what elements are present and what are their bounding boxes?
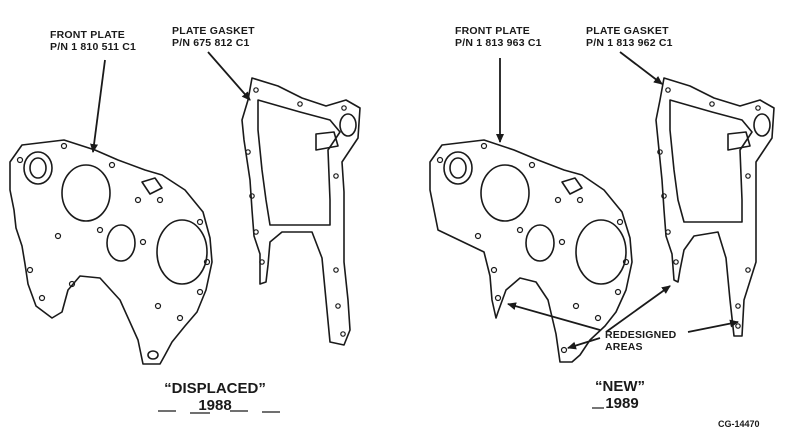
plate-gasket-1989-title: PLATE GASKET [586, 25, 669, 37]
caption-1989-year: 1989 [605, 395, 639, 412]
arrow-redesigned-gasket-right [687, 319, 739, 333]
plate-gasket-1989-bolt-holes [657, 87, 761, 329]
plate-gasket-1989-part-number: P/N 1 813 962 C1 [586, 37, 673, 49]
front-plate-1988-bolt-holes [16, 142, 211, 322]
arrow-redesigned-front-bottom [567, 337, 601, 350]
arrow-redesigned-gasket-left [605, 285, 671, 333]
caption-1988-label: “DISPLACED” [164, 380, 266, 397]
front-plate-1989-part-number: P/N 1 813 963 C1 [455, 37, 542, 49]
front-plate-1989-bolt-holes [436, 142, 630, 354]
plate-gasket-1988-title: PLATE GASKET [172, 25, 255, 37]
arrow-plate-gasket-1989 [619, 51, 663, 85]
caption-1988-year: 1988 [198, 397, 232, 414]
plate-gasket-1989-drawing [655, 77, 775, 337]
arrow-front-plate-1988 [90, 59, 106, 153]
redesigned-areas-label-line1: REDESIGNED [605, 329, 677, 341]
front-plate-1988-title: FRONT PLATE [50, 29, 125, 41]
redesigned-areas-label-line2: AREAS [605, 341, 643, 353]
caption-dashes [158, 407, 604, 414]
front-plate-1988-drawing [9, 139, 213, 365]
figure-id: CG-14470 [718, 419, 760, 429]
front-plate-1989-drawing [429, 139, 633, 363]
plate-gasket-1988-bolt-holes [245, 87, 347, 337]
front-plate-1988-part-number: P/N 1 810 511 C1 [50, 41, 137, 53]
front-plate-1989-title: FRONT PLATE [455, 25, 530, 37]
caption-1989-label: “NEW” [595, 378, 645, 395]
arrow-plate-gasket-1988 [207, 51, 251, 101]
leader-arrows [90, 51, 739, 350]
plate-gasket-1988-drawing [241, 77, 361, 346]
arrow-redesigned-front-left [507, 302, 601, 331]
plate-gasket-1988-part-number: P/N 675 812 C1 [172, 37, 250, 49]
